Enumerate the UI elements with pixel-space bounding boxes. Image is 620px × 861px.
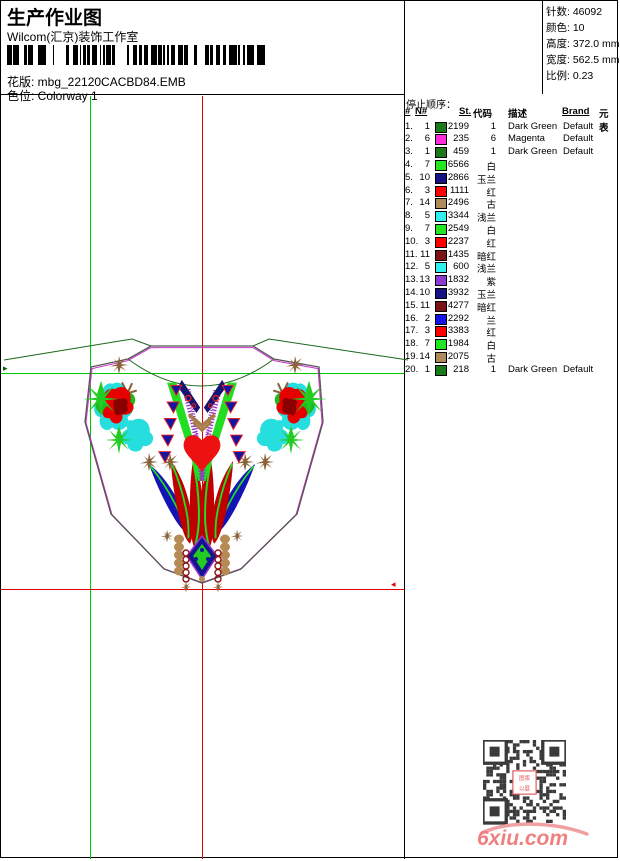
svg-text:图版: 图版 (519, 774, 531, 782)
svg-text:6xiu.com: 6xiu.com (477, 827, 568, 849)
svg-text:以展: 以展 (519, 785, 531, 792)
